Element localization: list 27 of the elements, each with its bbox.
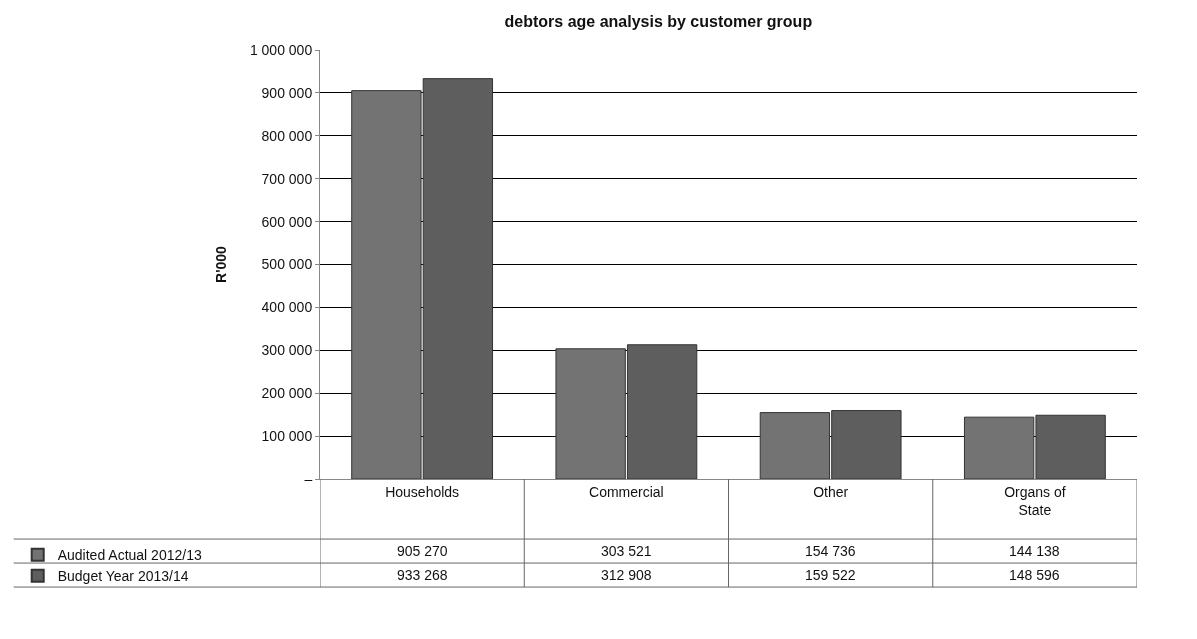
- data-label: 154 736: [805, 543, 856, 559]
- data-label: 148 596: [1009, 567, 1060, 583]
- y-tick-label: 200 000: [261, 385, 313, 402]
- x-tick-label: Commercial: [589, 483, 664, 500]
- x-tick-label: Organs of State: [1004, 483, 1066, 518]
- y-tick-label: 900 000: [261, 84, 313, 101]
- data-label: 905 270: [397, 543, 448, 559]
- y-tick-label: 500 000: [261, 256, 313, 273]
- y-tick-label: –: [304, 470, 313, 487]
- y-tick-label: 800 000: [261, 127, 313, 144]
- y-tick-label: 100 000: [261, 428, 313, 444]
- y-tick-label: 300 000: [261, 342, 313, 359]
- chart-title: debtors age analysis by customer group: [504, 13, 813, 31]
- x-tick-label: Other: [813, 483, 849, 500]
- y-tick-label: 600 000: [261, 213, 313, 230]
- y-axis-title: R'000: [212, 245, 229, 283]
- data-label: 312 908: [601, 567, 652, 583]
- data-label: 303 521: [601, 543, 652, 559]
- x-tick-label: Households: [385, 483, 460, 500]
- data-label: 933 268: [397, 567, 448, 583]
- y-tick-label: 700 000: [261, 170, 313, 187]
- y-tick-label: 400 000: [261, 299, 313, 316]
- y-tick-label: 1 000 000: [249, 41, 313, 58]
- legend-label: Budget Year 2013/14: [57, 568, 189, 585]
- data-label: 144 138: [1009, 543, 1060, 559]
- legend-label: Audited Actual 2012/13: [57, 547, 202, 564]
- data-label: 159 522: [805, 567, 856, 583]
